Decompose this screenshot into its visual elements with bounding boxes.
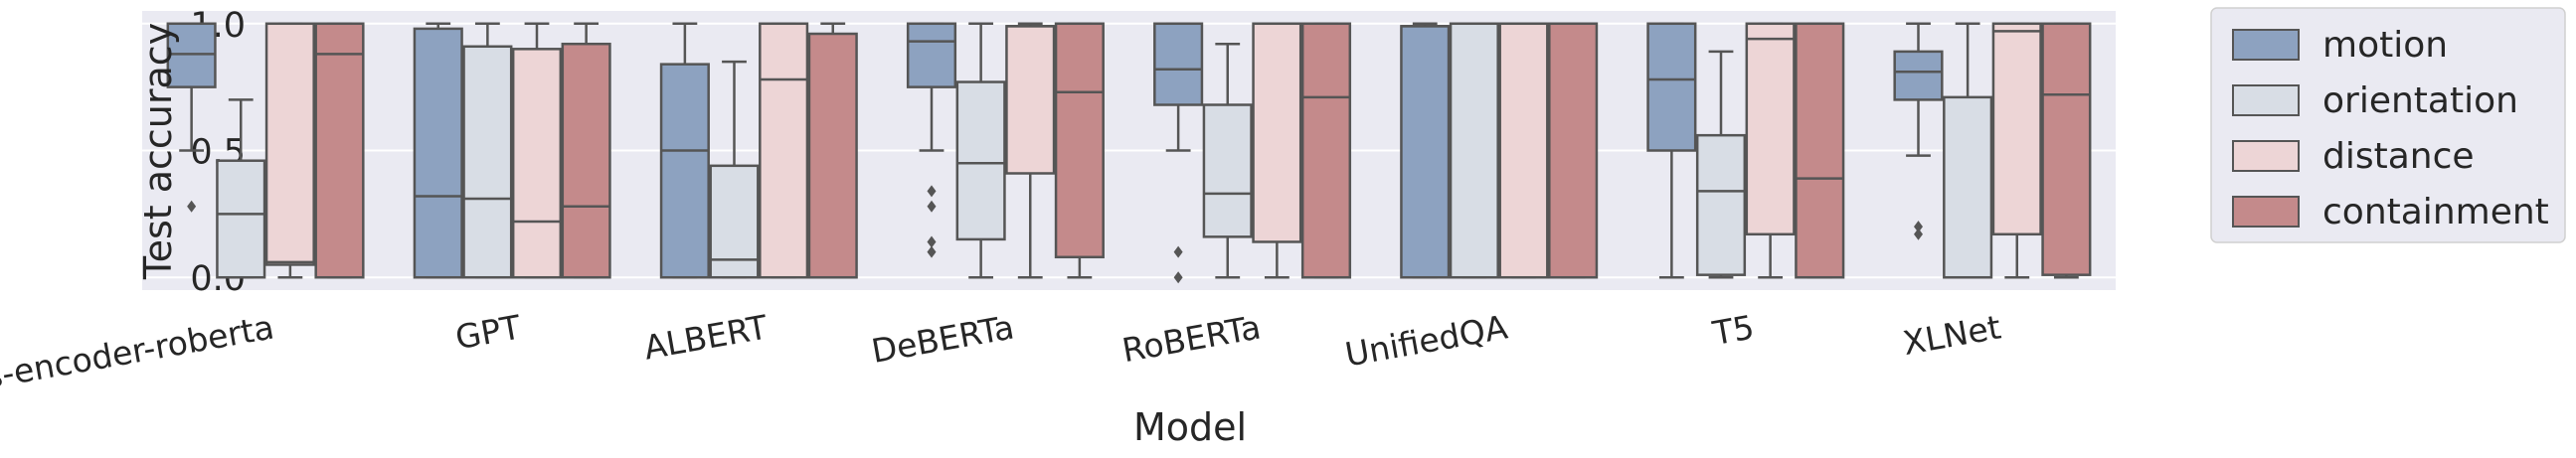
box-orientation xyxy=(709,60,760,279)
outlier-point xyxy=(927,200,937,213)
iqr-box xyxy=(1548,22,1599,279)
x-tick-label: DeBERTa xyxy=(869,307,1017,371)
iqr-box xyxy=(264,22,315,266)
iqr-box xyxy=(1005,25,1056,175)
legend-label-containment: containment xyxy=(2322,192,2549,232)
iqr-box xyxy=(1795,22,1845,279)
iqr-box xyxy=(1991,22,2042,236)
outlier-point xyxy=(1173,245,1183,258)
iqr-box xyxy=(1893,50,1944,101)
iqr-box xyxy=(906,22,957,88)
x-axis-ticks: cross-encoder-roberta GPT ALBERT DeBERTa RoB… xyxy=(0,307,2003,408)
box-containment xyxy=(1548,22,1599,279)
x-tick-label: ALBERT xyxy=(641,307,772,367)
x-axis-label: Model xyxy=(1133,405,1247,449)
box-distance xyxy=(264,22,315,279)
y-axis-label: Test accuracy xyxy=(136,23,180,280)
iqr-box xyxy=(955,80,1006,241)
box-distance xyxy=(1498,22,1549,279)
box-orientation xyxy=(216,98,266,279)
iqr-box xyxy=(1943,95,1993,279)
iqr-box xyxy=(511,48,563,279)
iqr-box xyxy=(759,22,809,279)
legend-swatch-containment xyxy=(2232,196,2300,228)
box-motion xyxy=(1400,22,1451,279)
box-containment xyxy=(314,22,365,279)
box-distance xyxy=(1745,22,1796,279)
x-tick-label: RoBERTa xyxy=(1119,307,1264,370)
iqr-box xyxy=(1400,25,1451,279)
box-distance xyxy=(511,22,563,279)
legend: motion orientation distance containment xyxy=(2210,7,2566,243)
box-distance xyxy=(1005,22,1056,279)
x-tick-label: UnifiedQA xyxy=(1342,307,1511,374)
legend-label-orientation: orientation xyxy=(2322,80,2518,121)
iqr-box xyxy=(1449,22,1499,279)
iqr-box xyxy=(413,27,463,279)
iqr-box xyxy=(216,159,266,279)
box-motion xyxy=(1153,22,1204,284)
outlier-point xyxy=(927,235,937,248)
box-orientation xyxy=(1449,22,1499,279)
iqr-box xyxy=(1252,22,1302,243)
box-motion xyxy=(906,22,957,258)
box-containment xyxy=(807,22,858,279)
iqr-box xyxy=(314,22,365,279)
box-orientation xyxy=(1695,50,1747,279)
iqr-box xyxy=(166,22,217,88)
x-tick-label: T5 xyxy=(1709,307,1757,353)
outlier-point xyxy=(187,200,197,213)
box-motion xyxy=(1646,22,1697,279)
outlier-point xyxy=(1173,271,1183,284)
box-motion xyxy=(413,22,463,279)
x-tick-label: GPT xyxy=(452,307,524,357)
outlier-point xyxy=(927,245,937,258)
boxes-layer xyxy=(166,22,2092,284)
legend-frame xyxy=(2210,7,2566,243)
box-distance xyxy=(759,22,809,279)
iqr-box xyxy=(462,45,513,279)
iqr-box xyxy=(1745,22,1796,236)
legend-swatch-orientation xyxy=(2232,84,2300,116)
box-orientation xyxy=(462,22,513,279)
legend-swatch-motion xyxy=(2232,29,2300,61)
x-tick-label: XLNet xyxy=(1900,307,2003,363)
outlier-point xyxy=(927,185,937,198)
box-motion xyxy=(1893,22,1944,240)
box-distance xyxy=(1252,22,1302,279)
x-tick-label: cross-encoder-roberta xyxy=(0,307,276,407)
legend-swatch-distance xyxy=(2232,140,2300,172)
box-containment xyxy=(1795,22,1845,279)
box-containment xyxy=(1300,22,1352,279)
legend-label-distance: distance xyxy=(2322,136,2475,177)
box-orientation xyxy=(1202,42,1253,279)
iqr-box xyxy=(1054,22,1105,259)
iqr-box xyxy=(1202,103,1253,238)
outlier-point xyxy=(1914,228,1923,240)
iqr-box xyxy=(807,32,858,279)
iqr-box xyxy=(1646,22,1697,152)
iqr-box xyxy=(1695,133,1747,276)
box-orientation xyxy=(955,22,1006,279)
iqr-box xyxy=(2041,22,2092,276)
box-motion xyxy=(166,22,217,213)
iqr-box xyxy=(561,42,611,279)
box-containment xyxy=(1054,22,1105,279)
box-containment xyxy=(561,22,611,279)
box-orientation xyxy=(1943,22,1993,279)
legend-label-motion: motion xyxy=(2322,25,2448,66)
outlier-point xyxy=(1914,221,1923,233)
box-motion xyxy=(659,22,710,279)
iqr-box xyxy=(1300,22,1352,279)
box-containment xyxy=(2041,22,2092,279)
iqr-box xyxy=(659,63,710,279)
box-distance xyxy=(1991,22,2042,279)
iqr-box xyxy=(1498,22,1549,279)
iqr-box xyxy=(1153,22,1204,106)
